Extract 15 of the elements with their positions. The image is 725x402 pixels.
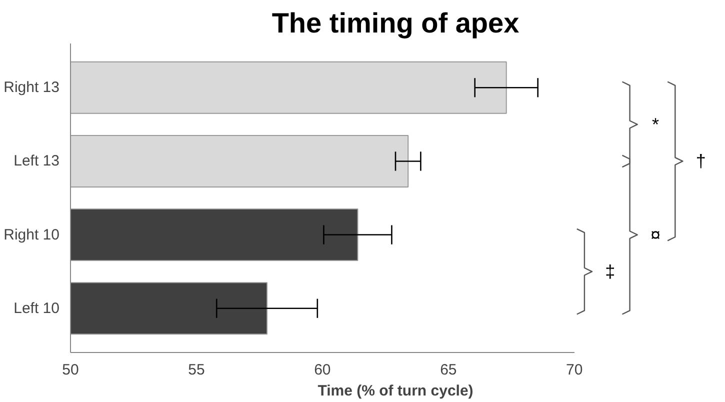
x-tick-label: 55: [188, 362, 205, 378]
x-tick-label: 50: [62, 362, 79, 378]
text: ‡: [605, 262, 616, 282]
y-tick-label: Left 10: [14, 300, 60, 317]
text: *: [652, 114, 660, 134]
text: †: [696, 151, 706, 172]
y-tick-label: Right 13: [4, 79, 60, 96]
x-tick-label: 70: [566, 362, 583, 378]
y-tick-label: Left 13: [14, 152, 60, 170]
x-tick-label: 65: [440, 362, 457, 378]
x-tick-label: 60: [314, 362, 331, 378]
chart-title: The timing of apex: [272, 8, 520, 38]
x-axis-title: Time (% of turn cycle): [318, 382, 474, 400]
text: ¤: [650, 224, 661, 245]
y-tick-label: Right 10: [4, 226, 60, 244]
